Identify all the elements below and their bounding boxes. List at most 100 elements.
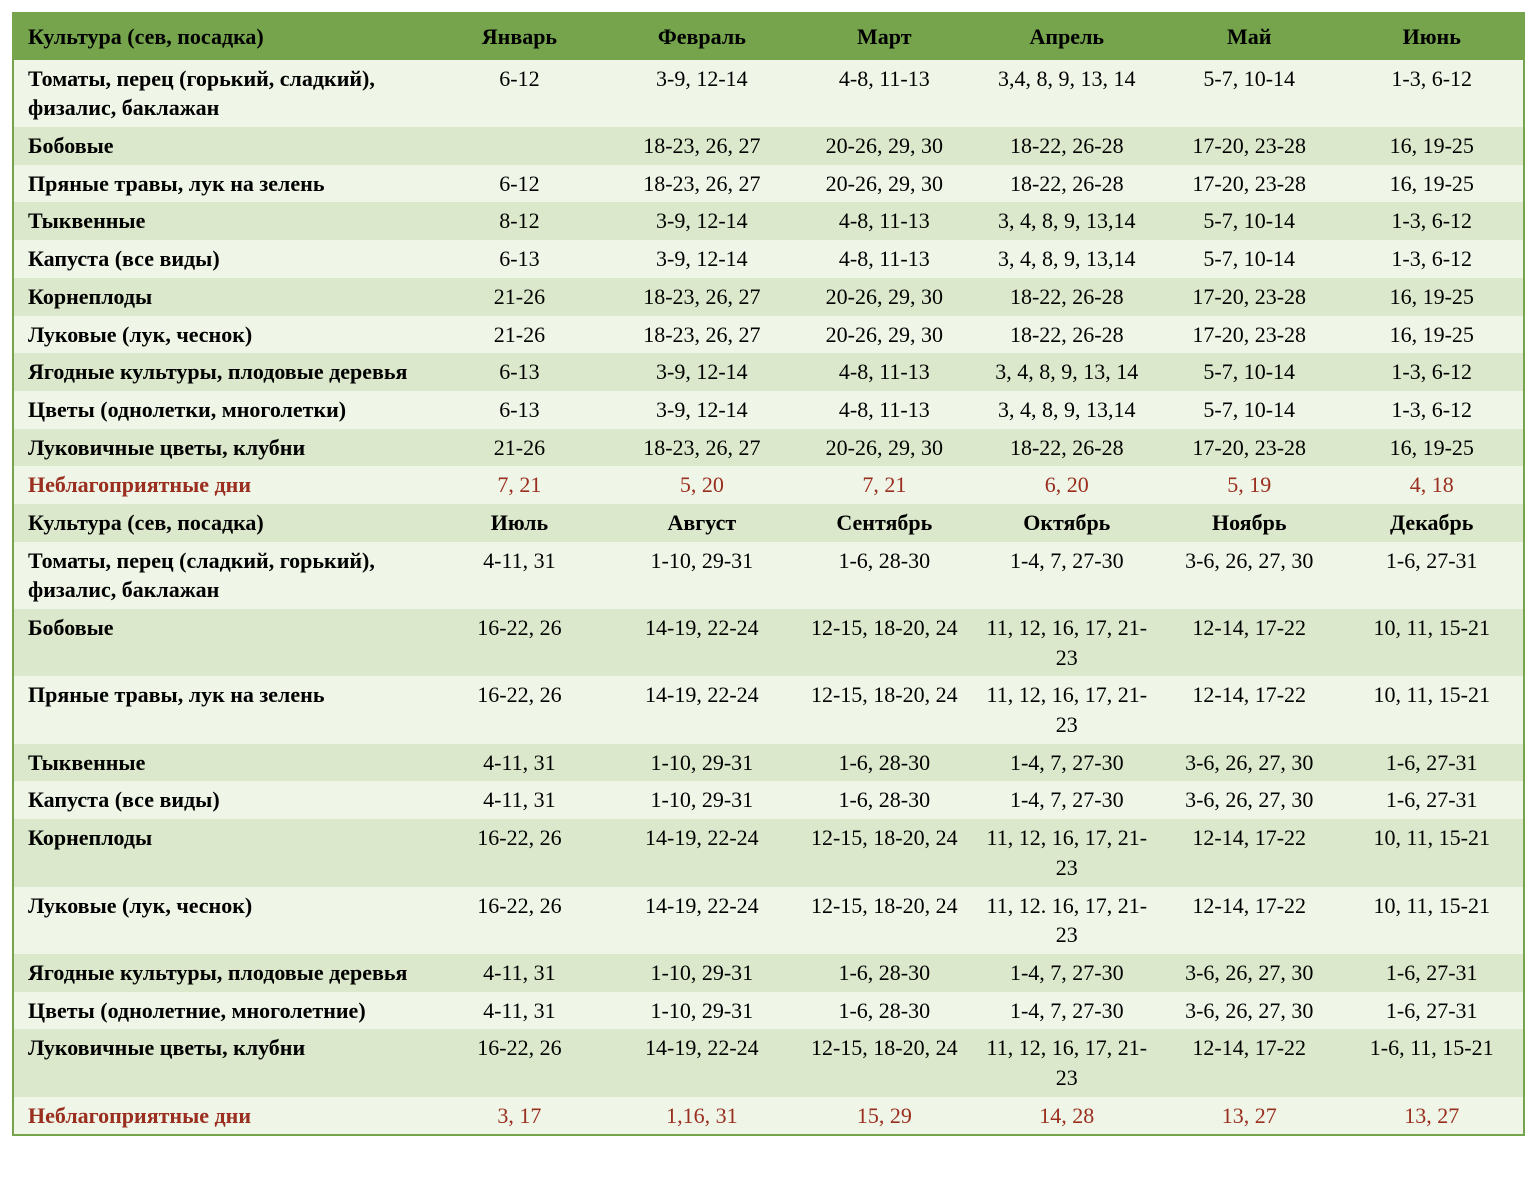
table-row: Тыквенные4-11, 311-10, 29-311-6, 28-301-… [14, 744, 1523, 782]
month-cell: 4-8, 11-13 [793, 391, 975, 429]
culture-cell: Тыквенные [14, 202, 428, 240]
month-cell: 1-4, 7, 27-30 [976, 781, 1158, 819]
table-header: Культура (сев, посадка) Январь Февраль М… [14, 14, 1523, 60]
month-cell: 3-9, 12-14 [611, 353, 793, 391]
table-row: Томаты, перец (горький, сладкий), физали… [14, 60, 1523, 127]
table-row: Луковые (лук, чеснок)16-22, 2614-19, 22-… [14, 887, 1523, 954]
month-cell: 1-6, 11, 15-21 [1340, 1029, 1523, 1096]
month-cell: 1-4, 7, 27-30 [976, 954, 1158, 992]
month-cell: 1-6, 28-30 [793, 992, 975, 1030]
planting-calendar-table: Культура (сев, посадка) Январь Февраль М… [14, 14, 1523, 1134]
month-cell: 20-26, 29, 30 [793, 429, 975, 467]
month-cell: 11, 12, 16, 17, 21-23 [976, 676, 1158, 743]
month-cell: 17-20, 23-28 [1158, 278, 1340, 316]
month-cell: 15, 29 [793, 1097, 975, 1135]
month-cell: 3-9, 12-14 [611, 391, 793, 429]
month-cell: 20-26, 29, 30 [793, 316, 975, 354]
header-cell-may: Май [1158, 14, 1340, 60]
month-cell: 3-9, 12-14 [611, 60, 793, 127]
table-row: Цветы (однолетние, многолетние)4-11, 311… [14, 992, 1523, 1030]
month-cell: 20-26, 29, 30 [793, 165, 975, 203]
month-cell: 21-26 [428, 429, 610, 467]
month-cell: 1,16, 31 [611, 1097, 793, 1135]
table-subheader-row: Культура (сев, посадка)ИюльАвгустСентябр… [14, 504, 1523, 542]
month-cell: 5, 19 [1158, 466, 1340, 504]
culture-cell: Ягодные культуры, плодовые деревья [14, 353, 428, 391]
header-row: Культура (сев, посадка) Январь Февраль М… [14, 14, 1523, 60]
month-cell: 17-20, 23-28 [1158, 127, 1340, 165]
month-cell: 16, 19-25 [1340, 278, 1523, 316]
month-cell: 16-22, 26 [428, 609, 610, 676]
month-cell: 1-3, 6-12 [1340, 353, 1523, 391]
month-cell: 18-23, 26, 27 [611, 278, 793, 316]
table-row: Корнеплоды16-22, 2614-19, 22-2412-15, 18… [14, 819, 1523, 886]
table-row: Пряные травы, лук на зелень6-1218-23, 26… [14, 165, 1523, 203]
month-cell: 1-6, 28-30 [793, 744, 975, 782]
month-cell: 21-26 [428, 278, 610, 316]
month-cell: 5-7, 10-14 [1158, 240, 1340, 278]
month-cell: 10, 11, 15-21 [1340, 676, 1523, 743]
month-cell: 18-23, 26, 27 [611, 127, 793, 165]
table-row: Корнеплоды21-2618-23, 26, 2720-26, 29, 3… [14, 278, 1523, 316]
table-row: Бобовые16-22, 2614-19, 22-2412-15, 18-20… [14, 609, 1523, 676]
culture-cell: Неблагоприятные дни [14, 466, 428, 504]
month-cell: 3, 4, 8, 9, 13,14 [976, 202, 1158, 240]
month-cell: 1-10, 29-31 [611, 954, 793, 992]
month-cell: 4-11, 31 [428, 954, 610, 992]
month-cell: 14, 28 [976, 1097, 1158, 1135]
table-row: Неблагоприятные дни7, 215, 207, 216, 205… [14, 466, 1523, 504]
month-cell: 1-4, 7, 27-30 [976, 542, 1158, 609]
month-cell: 18-23, 26, 27 [611, 429, 793, 467]
month-cell: 16-22, 26 [428, 1029, 610, 1096]
month-cell: 3-6, 26, 27, 30 [1158, 954, 1340, 992]
month-cell: 7, 21 [428, 466, 610, 504]
month-cell: 3,4, 8, 9, 13, 14 [976, 60, 1158, 127]
month-cell: 12-15, 18-20, 24 [793, 609, 975, 676]
month-cell: 14-19, 22-24 [611, 609, 793, 676]
month-cell: 1-10, 29-31 [611, 992, 793, 1030]
month-cell: 12-14, 17-22 [1158, 1029, 1340, 1096]
culture-cell: Неблагоприятные дни [14, 1097, 428, 1135]
month-cell: 11, 12, 16, 17, 21-23 [976, 1029, 1158, 1096]
month-cell: Август [611, 504, 793, 542]
month-cell: 3-6, 26, 27, 30 [1158, 992, 1340, 1030]
table-row: Бобовые18-23, 26, 2720-26, 29, 3018-22, … [14, 127, 1523, 165]
culture-cell: Луковые (лук, чеснок) [14, 887, 428, 954]
month-cell: 16, 19-25 [1340, 165, 1523, 203]
month-cell: 10, 11, 15-21 [1340, 887, 1523, 954]
month-cell: 1-6, 28-30 [793, 781, 975, 819]
table-row: Капуста (все виды)4-11, 311-10, 29-311-6… [14, 781, 1523, 819]
month-cell [428, 127, 610, 165]
month-cell: 14-19, 22-24 [611, 819, 793, 886]
month-cell: 6-13 [428, 240, 610, 278]
month-cell: 1-6, 27-31 [1340, 992, 1523, 1030]
month-cell: 11, 12. 16, 17, 21-23 [976, 887, 1158, 954]
month-cell: 1-10, 29-31 [611, 744, 793, 782]
month-cell: 18-22, 26-28 [976, 165, 1158, 203]
month-cell: 17-20, 23-28 [1158, 429, 1340, 467]
planting-calendar-table-wrap: Культура (сев, посадка) Январь Февраль М… [12, 12, 1525, 1136]
month-cell: 16, 19-25 [1340, 429, 1523, 467]
month-cell: 18-22, 26-28 [976, 278, 1158, 316]
month-cell: 6-13 [428, 391, 610, 429]
month-cell: 10, 11, 15-21 [1340, 819, 1523, 886]
table-row: Пряные травы, лук на зелень16-22, 2614-1… [14, 676, 1523, 743]
month-cell: 18-22, 26-28 [976, 316, 1158, 354]
table-row: Томаты, перец (сладкий, горький), физали… [14, 542, 1523, 609]
culture-cell: Пряные травы, лук на зелень [14, 165, 428, 203]
culture-cell: Томаты, перец (горький, сладкий), физали… [14, 60, 428, 127]
month-cell: 12-15, 18-20, 24 [793, 819, 975, 886]
month-cell: 5-7, 10-14 [1158, 353, 1340, 391]
month-cell: 20-26, 29, 30 [793, 278, 975, 316]
month-cell: 1-4, 7, 27-30 [976, 992, 1158, 1030]
culture-cell: Луковичные цветы, клубни [14, 429, 428, 467]
table-body: Томаты, перец (горький, сладкий), физали… [14, 60, 1523, 1135]
month-cell: 4, 18 [1340, 466, 1523, 504]
month-cell: Октябрь [976, 504, 1158, 542]
month-cell: 12-14, 17-22 [1158, 676, 1340, 743]
culture-cell: Тыквенные [14, 744, 428, 782]
month-cell: 6-13 [428, 353, 610, 391]
month-cell: 1-10, 29-31 [611, 542, 793, 609]
month-cell: 5-7, 10-14 [1158, 60, 1340, 127]
month-cell: 3-9, 12-14 [611, 240, 793, 278]
